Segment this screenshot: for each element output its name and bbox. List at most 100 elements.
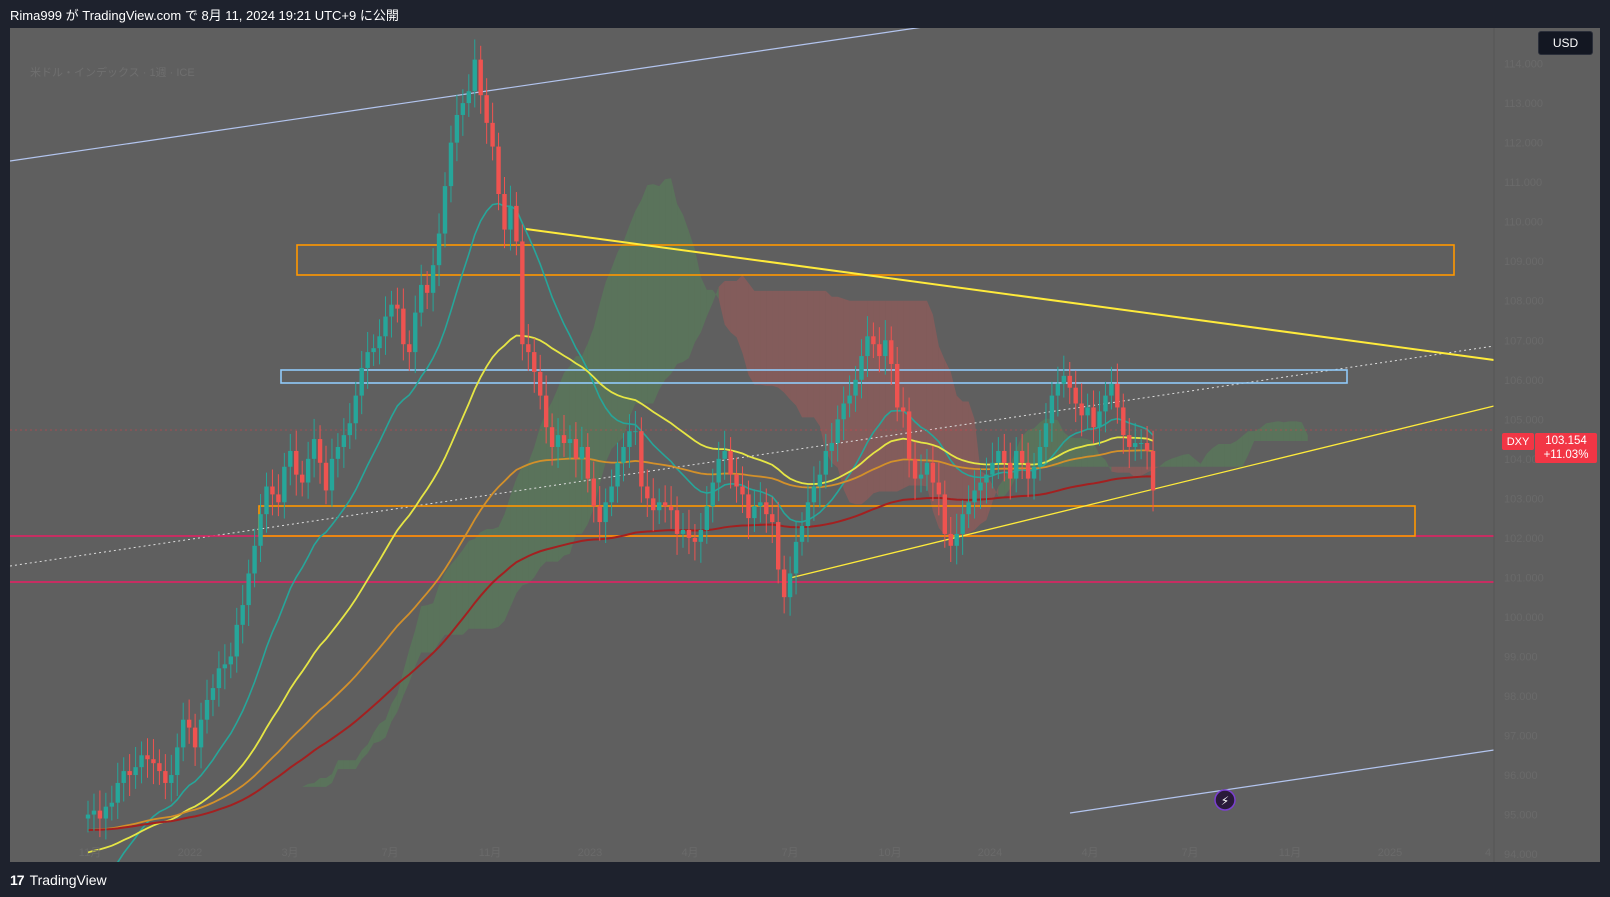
cloud-segment (462, 540, 469, 635)
candle-body (181, 719, 186, 748)
x-tick-label: 4 (1485, 847, 1491, 859)
chart-panel[interactable]: 114.000 113.000 112.000 111.000 110.000 109.0… (10, 28, 1600, 862)
x-tick-label: 4月 (681, 847, 698, 859)
cloud-segment (248, 812, 255, 815)
candle-body (728, 450, 733, 475)
y-tick-label: 105.000 (1504, 414, 1544, 426)
x-tick-label: 11月 (1279, 847, 1301, 859)
y-tick-label: 108.000 (1504, 296, 1544, 308)
candle-body (758, 502, 763, 507)
x-tick-label: 2024 (978, 847, 1002, 859)
cloud-segment (593, 303, 600, 509)
candle-body (335, 446, 341, 459)
candle-body (1109, 383, 1114, 396)
currency-selector[interactable]: USD (1538, 31, 1593, 55)
cloud-segment (260, 810, 267, 813)
candle-body (139, 755, 144, 768)
y-tick-label: 103.000 (1504, 493, 1544, 505)
candle-body (175, 747, 180, 776)
cloud-segment (486, 528, 493, 629)
cloud-segment (272, 794, 279, 801)
candle-body (478, 59, 483, 96)
cloud-segment (343, 760, 350, 770)
candle-body (924, 462, 930, 475)
candle-body (210, 688, 216, 700)
cloud-segment (653, 184, 660, 404)
cloud-segment (433, 585, 440, 653)
y-tick-label: 113.000 (1504, 98, 1543, 110)
candle-body (496, 146, 501, 195)
candle-body (430, 265, 436, 293)
candle-body (621, 446, 626, 463)
candle-body (960, 514, 965, 534)
candle-body (1002, 450, 1007, 463)
candle-body (341, 435, 347, 447)
candle-body (871, 336, 876, 345)
cloud-segment (926, 300, 933, 512)
cloud-segment (1123, 466, 1130, 473)
candle-body (1127, 435, 1132, 447)
price-chart[interactable]: 114.000 113.000 112.000 111.000 110.000 109.0… (10, 28, 1600, 862)
candle-body (841, 403, 846, 420)
y-tick-label: 104.000 (1504, 454, 1544, 466)
cloud-segment (700, 277, 707, 333)
cloud-segment (1188, 453, 1195, 467)
cloud-segment (379, 719, 386, 742)
candle-body (704, 506, 709, 530)
y-tick-label: 109.000 (1504, 256, 1544, 268)
candle-body (311, 439, 317, 459)
resistance-zone-box (296, 244, 1455, 276)
candle-body (109, 802, 114, 807)
candle-body (877, 344, 882, 357)
x-tick-label: 10月 (878, 847, 901, 859)
candle-body (567, 439, 573, 444)
publish-header: Rima999 が TradingView.com で 8月 11, 2024 … (0, 0, 1610, 28)
cloud-segment (254, 812, 261, 815)
ma-50-line (87, 334, 1154, 854)
candle-body (1133, 443, 1138, 447)
candle-body (746, 494, 751, 519)
cloud-segment (1242, 431, 1249, 467)
candle-body (543, 395, 549, 428)
candle-body (359, 367, 364, 396)
channel-lower-line (1069, 749, 1495, 814)
candle-body (442, 186, 448, 234)
cloud-segment (986, 474, 993, 521)
candle-body (603, 502, 608, 523)
cloud-segment (1117, 466, 1124, 473)
candle-body (776, 522, 781, 570)
candle-body (561, 435, 567, 444)
cloud-segment (873, 300, 880, 494)
candle-body (127, 771, 132, 776)
cloud-segment (1278, 421, 1284, 442)
candle-body (865, 336, 870, 357)
cloud-segment (290, 786, 297, 793)
candle-body (609, 486, 614, 503)
y-tick-label: 98.000 (1504, 691, 1538, 703)
candle-body (240, 605, 245, 625)
cloud-segment (825, 290, 832, 463)
candle-body (276, 494, 281, 503)
cloud-segment (730, 280, 737, 338)
cloud-segment (474, 531, 481, 629)
cloud-segment (683, 214, 689, 362)
candle-body (85, 814, 91, 819)
candle-body (472, 59, 477, 92)
cloud-segment (492, 527, 499, 629)
candle-body (615, 462, 620, 487)
cloud-segment (718, 280, 725, 325)
cloud-segment (1200, 453, 1207, 467)
candle-body (436, 233, 442, 266)
candle-body (889, 340, 894, 364)
candle-body (942, 494, 947, 534)
cloud-segment (754, 290, 761, 385)
cloud-segment (558, 372, 564, 562)
candle-body (157, 763, 162, 772)
cloud-segment (1230, 441, 1237, 467)
cloud-segment (802, 290, 808, 418)
cloud-segment (314, 778, 321, 787)
cloud-segment (974, 419, 981, 530)
candle-body (978, 482, 983, 491)
cloud-segment (367, 732, 374, 754)
tradingview-logo-icon[interactable]: 17 (10, 871, 25, 888)
